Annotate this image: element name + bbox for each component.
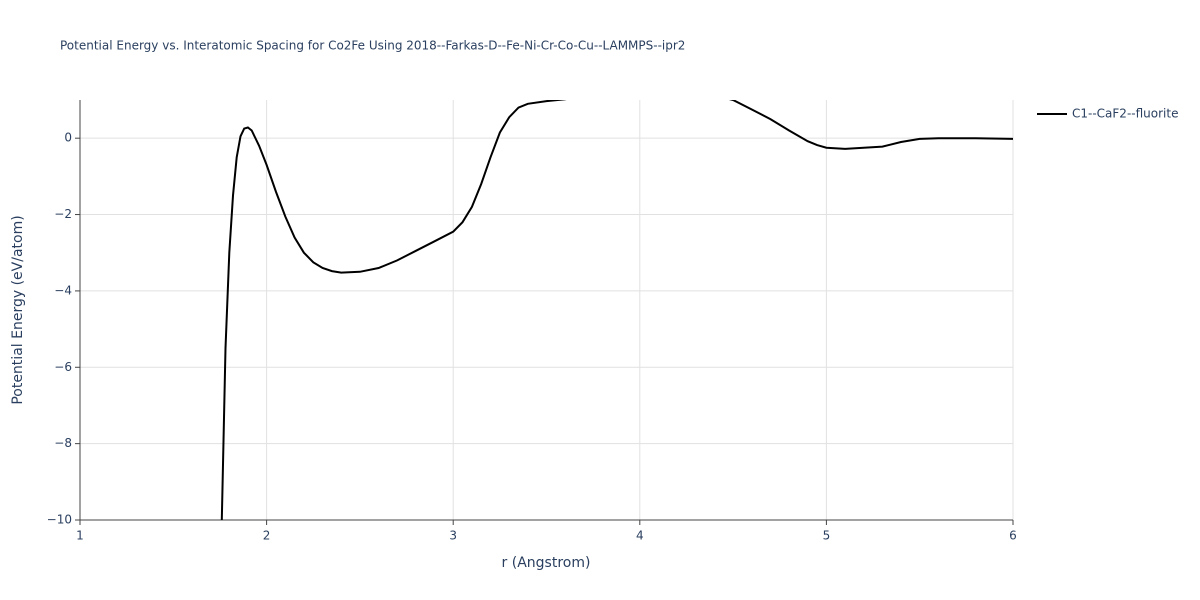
x-tick-label: 5: [823, 529, 831, 543]
data-line: [220, 100, 1013, 520]
x-tick-label: 4: [636, 529, 644, 543]
legend-label: C1--CaF2--fluorite: [1072, 107, 1178, 121]
x-tick-label: 6: [1009, 529, 1017, 543]
y-tick-label: −6: [54, 360, 72, 374]
x-axis-title: r (Angstrom): [502, 555, 591, 571]
chart-title: Potential Energy vs. Interatomic Spacing…: [60, 39, 685, 53]
y-tick-label: −2: [54, 207, 72, 221]
y-tick-label: 0: [64, 131, 72, 145]
x-tick-label: 2: [263, 529, 271, 543]
y-axis-title: Potential Energy (eV/atom): [10, 215, 26, 404]
y-tick-label: −8: [54, 436, 72, 450]
x-tick-label: 3: [449, 529, 457, 543]
y-tick-label: −10: [47, 513, 72, 527]
y-tick-label: −4: [54, 283, 72, 297]
x-tick-label: 1: [76, 529, 84, 543]
